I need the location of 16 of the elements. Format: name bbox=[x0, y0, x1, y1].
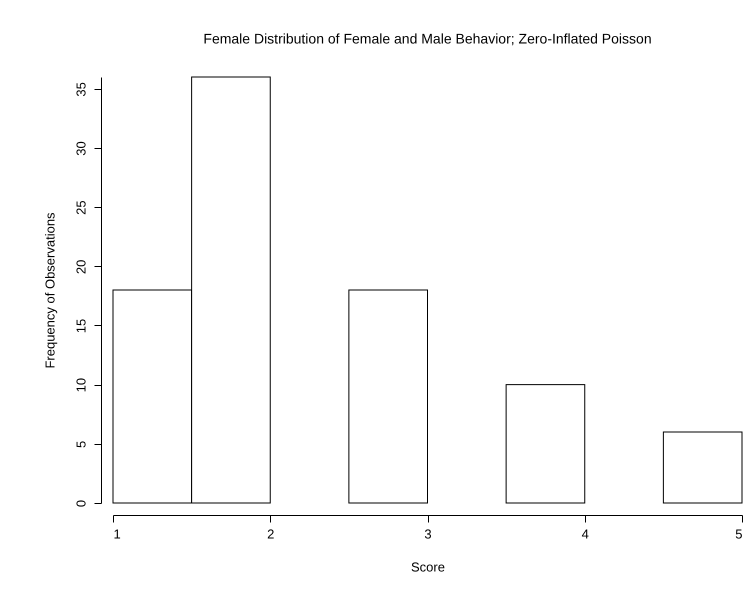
y-tick-label: 30 bbox=[74, 141, 88, 156]
y-axis-title: Frequency of Observations bbox=[42, 212, 58, 369]
y-tick-label: 5 bbox=[74, 440, 88, 448]
chart-title: Female Distribution of Female and Male Behavior; Zero-Inflated Poisson bbox=[203, 30, 652, 46]
y-tick-label: 0 bbox=[74, 500, 88, 508]
x-tick-label: 4 bbox=[582, 526, 589, 542]
y-tick-label: 10 bbox=[74, 378, 88, 392]
x-axis-title: Score bbox=[411, 560, 445, 574]
x-tick-label: 3 bbox=[424, 526, 432, 542]
x-tick-label: 1 bbox=[114, 526, 121, 542]
x-tick-label: 2 bbox=[267, 526, 274, 542]
y-tick-label: 20 bbox=[74, 260, 88, 274]
x-tick-label: 5 bbox=[735, 526, 742, 542]
y-tick-label: 15 bbox=[74, 318, 88, 334]
y-tick-label: 25 bbox=[74, 200, 88, 215]
y-tick-label: 35 bbox=[74, 82, 88, 97]
